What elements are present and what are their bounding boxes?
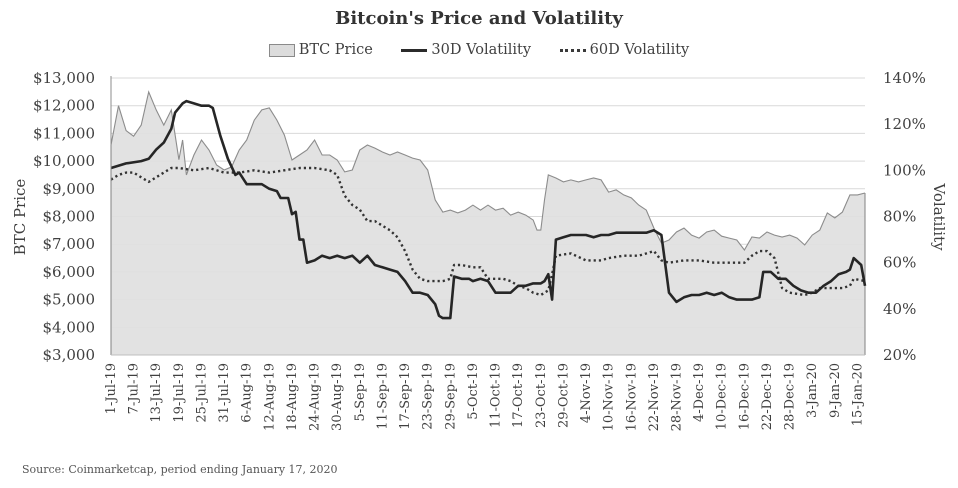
x-tick-label: 4-Nov-19 bbox=[579, 363, 594, 423]
axes bbox=[110, 76, 865, 356]
x-tick-label: 22-Dec-19 bbox=[760, 363, 775, 430]
x-tick-label: 16-Nov-19 bbox=[624, 363, 639, 431]
x-tick-label: 28-Nov-19 bbox=[670, 363, 685, 431]
legend-item-30d-volatility: 30D Volatility bbox=[401, 42, 531, 58]
btc-price-area bbox=[111, 91, 865, 356]
left-tick-label: $11,000 bbox=[33, 124, 95, 142]
left-tick-label: $3,000 bbox=[43, 346, 96, 364]
right-tick-label: 140% bbox=[883, 69, 926, 87]
legend-swatch-area bbox=[268, 43, 295, 57]
right-tick-label: 100% bbox=[883, 161, 926, 179]
legend-item-btc-price: BTC Price bbox=[268, 42, 373, 58]
x-tick-label: 5-Sep-19 bbox=[353, 363, 368, 422]
chart-title: Bitcoin's Price and Volatility bbox=[335, 8, 623, 29]
x-tick-label: 30-Aug-19 bbox=[330, 363, 345, 431]
x-tick-label: 24-Aug-19 bbox=[308, 363, 323, 431]
right-tick-label: 120% bbox=[883, 115, 926, 133]
btc-price-area-layer bbox=[110, 90, 866, 356]
left-tick-label: $9,000 bbox=[43, 180, 96, 198]
legend-label-60d-volatility: 60D Volatility bbox=[589, 42, 690, 58]
x-tick-label: 15-Jan-20 bbox=[851, 363, 866, 426]
x-tick-label: 23-Oct-19 bbox=[534, 363, 549, 428]
legend-label-30d-volatility: 30D Volatility bbox=[431, 42, 532, 58]
btc-price-outline bbox=[110, 90, 866, 251]
x-tick-label: 11-Sep-19 bbox=[375, 363, 390, 430]
x-tick-label: 17-Oct-19 bbox=[511, 363, 526, 428]
x-tick-label: 11-Oct-19 bbox=[489, 363, 504, 428]
left-tick-label: $4,000 bbox=[43, 318, 96, 336]
right-axis-ticks: 140% 120% 100% 80% 60% 40% 20% bbox=[883, 69, 926, 364]
x-tick-label: 16-Dec-19 bbox=[737, 363, 752, 430]
y-axis-title-right: Volatility bbox=[930, 182, 948, 251]
right-tick-label: 20% bbox=[883, 346, 916, 364]
x-tick-label: 10-Dec-19 bbox=[715, 363, 730, 430]
volatility-lines-layer bbox=[110, 99, 867, 320]
x-tick-label: 6-Aug-19 bbox=[240, 363, 255, 423]
right-tick-label: 80% bbox=[883, 208, 916, 226]
x-tick-label: 25-Jul-19 bbox=[195, 363, 210, 423]
x-tick-label: 23-Sep-19 bbox=[421, 363, 436, 430]
x-tick-label: 29-Sep-19 bbox=[443, 363, 458, 430]
x-tick-label: 18-Aug-19 bbox=[285, 363, 300, 431]
left-tick-label: $7,000 bbox=[43, 235, 96, 253]
left-tick-label: $10,000 bbox=[33, 152, 95, 170]
x-tick-label: 1-Jul-19 bbox=[104, 363, 119, 414]
x-axis-ticks: 1-Jul-19 7-Jul-19 13-Jul-19 19-Jul-19 25-Jul… bbox=[104, 363, 866, 431]
legend-item-60d-volatility: 60D Volatility bbox=[559, 42, 690, 58]
x-tick-label: 29-Oct-19 bbox=[556, 363, 571, 428]
source-note: Source: Coinmarketcap, period ending Jan… bbox=[22, 463, 338, 476]
x-tick-label: 19-Jul-19 bbox=[172, 363, 187, 423]
legend-swatch-dotted-line bbox=[559, 48, 586, 52]
legend: BTC Price 30D Volatility 60D Volatility bbox=[0, 42, 958, 58]
legend-label-btc-price: BTC Price bbox=[298, 42, 373, 58]
x-tick-label: 3-Jan-20 bbox=[805, 363, 820, 418]
x-tick-label: 13-Jul-19 bbox=[149, 363, 164, 423]
x-tick-label: 4-Dec-19 bbox=[692, 363, 707, 422]
x-tick-label: 17-Sep-19 bbox=[398, 363, 413, 430]
right-tick-label: 60% bbox=[883, 254, 916, 272]
right-tick-label: 40% bbox=[883, 300, 916, 318]
x-tick-label: 31-Jul-19 bbox=[217, 363, 232, 423]
volatility-30d-line bbox=[110, 99, 867, 320]
left-tick-label: $8,000 bbox=[43, 208, 96, 226]
x-tick-label: 22-Nov-19 bbox=[647, 363, 662, 431]
left-tick-label: $6,000 bbox=[43, 263, 96, 281]
x-tick-label: 28-Dec-19 bbox=[783, 363, 798, 430]
left-axis-ticks: $13,000 $12,000 $11,000 $10,000 $9,000 $8,000… bbox=[33, 69, 95, 364]
x-tick-label: 5-Oct-19 bbox=[466, 363, 481, 420]
x-tick-label: 9-Jan-20 bbox=[828, 363, 843, 418]
x-tick-label: 10-Nov-19 bbox=[602, 363, 617, 431]
x-tick-label: 7-Jul-19 bbox=[127, 363, 142, 414]
left-tick-label: $12,000 bbox=[33, 97, 95, 115]
y-axis-title-left: BTC Price bbox=[11, 179, 29, 256]
left-tick-label: $5,000 bbox=[43, 291, 96, 309]
left-tick-label: $13,000 bbox=[33, 69, 95, 87]
x-tick-label: 12-Aug-19 bbox=[262, 363, 277, 431]
legend-swatch-solid-line bbox=[401, 48, 428, 52]
